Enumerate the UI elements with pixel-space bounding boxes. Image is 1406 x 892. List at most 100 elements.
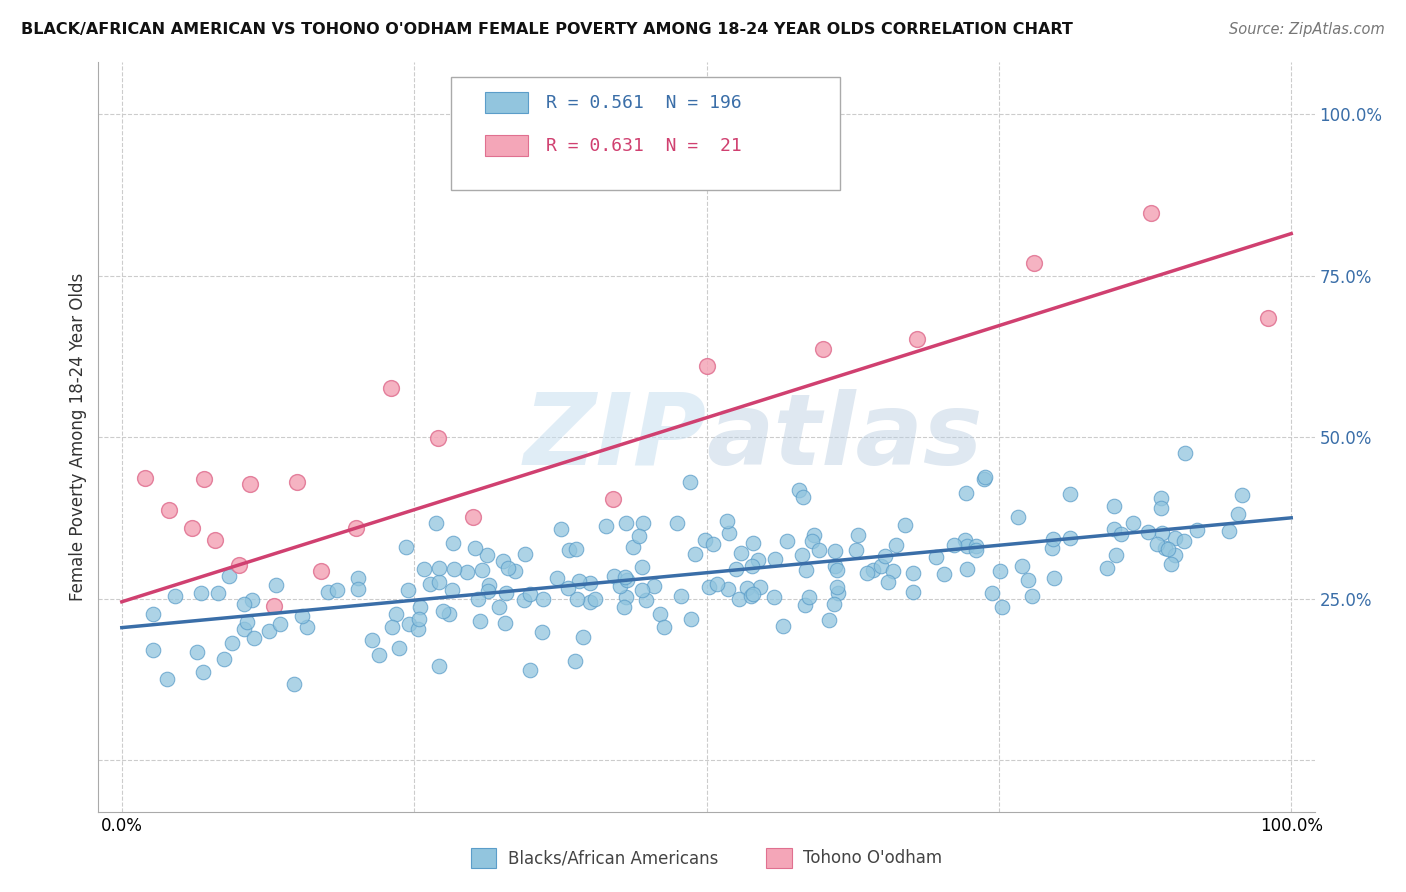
Point bbox=[1146, 537, 1168, 551]
Point bbox=[725, 562, 748, 576]
Point bbox=[870, 559, 893, 574]
Point bbox=[901, 585, 924, 599]
Point bbox=[263, 599, 285, 613]
Point bbox=[1152, 525, 1174, 540]
Point bbox=[1257, 311, 1279, 326]
Point bbox=[827, 563, 849, 577]
Point bbox=[1232, 488, 1254, 502]
FancyBboxPatch shape bbox=[766, 848, 792, 868]
Point bbox=[439, 607, 461, 622]
Point bbox=[901, 566, 924, 580]
Point bbox=[884, 538, 907, 552]
Point bbox=[212, 652, 235, 666]
Point bbox=[193, 472, 215, 486]
Point bbox=[583, 592, 606, 607]
Point bbox=[654, 620, 676, 634]
Point bbox=[264, 578, 287, 592]
Point bbox=[630, 582, 652, 597]
Point bbox=[614, 569, 637, 583]
Point bbox=[905, 331, 928, 345]
Point bbox=[464, 541, 486, 555]
Point bbox=[1059, 487, 1081, 501]
Point bbox=[1164, 549, 1187, 563]
Point bbox=[396, 582, 419, 597]
Point bbox=[650, 607, 672, 622]
Point bbox=[602, 568, 624, 582]
Point bbox=[794, 598, 817, 612]
Point bbox=[873, 549, 896, 563]
Point bbox=[228, 558, 250, 572]
Point bbox=[468, 614, 491, 628]
Point bbox=[496, 561, 519, 575]
Point bbox=[631, 560, 654, 574]
Point bbox=[533, 591, 555, 606]
Point bbox=[846, 528, 869, 542]
Point bbox=[813, 342, 835, 356]
Point bbox=[740, 589, 762, 603]
Point bbox=[666, 516, 689, 530]
Point bbox=[824, 558, 846, 573]
Point bbox=[827, 586, 849, 600]
Point bbox=[519, 663, 541, 677]
Point bbox=[595, 519, 617, 533]
Point bbox=[443, 562, 465, 576]
Point bbox=[361, 632, 384, 647]
Point bbox=[636, 593, 658, 607]
Point bbox=[932, 567, 955, 582]
Point bbox=[862, 563, 884, 577]
Point bbox=[697, 580, 720, 594]
Point bbox=[643, 579, 665, 593]
Point bbox=[579, 576, 602, 591]
Point bbox=[794, 563, 817, 577]
Point bbox=[347, 582, 370, 597]
Point bbox=[1017, 573, 1039, 587]
Point bbox=[631, 516, 654, 531]
Point bbox=[1226, 508, 1249, 522]
Point bbox=[742, 536, 765, 550]
Point bbox=[609, 578, 631, 592]
Point bbox=[408, 599, 430, 614]
Point bbox=[564, 654, 586, 668]
Point bbox=[974, 470, 997, 484]
Text: R = 0.631  N =  21: R = 0.631 N = 21 bbox=[546, 136, 742, 154]
Point bbox=[432, 604, 454, 618]
Point bbox=[142, 643, 165, 657]
Point bbox=[218, 569, 240, 583]
Point bbox=[408, 611, 430, 625]
Point bbox=[285, 475, 308, 489]
Point bbox=[546, 571, 568, 585]
Point bbox=[478, 578, 501, 592]
Point bbox=[242, 632, 264, 646]
Point bbox=[550, 522, 572, 536]
Point bbox=[956, 561, 979, 575]
Point bbox=[602, 491, 624, 506]
FancyBboxPatch shape bbox=[471, 848, 496, 868]
Point bbox=[1042, 532, 1064, 546]
Point bbox=[477, 584, 499, 599]
Point bbox=[716, 515, 738, 529]
Point bbox=[398, 617, 420, 632]
Point bbox=[406, 622, 429, 636]
Point bbox=[942, 537, 965, 551]
Point bbox=[792, 490, 814, 504]
Point bbox=[513, 547, 536, 561]
Point bbox=[1104, 548, 1126, 562]
Point bbox=[291, 608, 314, 623]
Point bbox=[823, 597, 845, 611]
Point bbox=[429, 561, 451, 575]
Point bbox=[683, 548, 706, 562]
Point bbox=[257, 624, 280, 639]
Point bbox=[1059, 531, 1081, 545]
Point bbox=[233, 597, 256, 611]
Point bbox=[367, 648, 389, 662]
Point bbox=[181, 521, 204, 535]
Point bbox=[186, 645, 208, 659]
Point bbox=[614, 590, 637, 604]
Point bbox=[742, 587, 765, 601]
Point bbox=[1136, 524, 1159, 539]
Point bbox=[818, 613, 841, 627]
Point bbox=[696, 359, 718, 373]
Point bbox=[772, 619, 794, 633]
Point bbox=[425, 516, 447, 530]
Point bbox=[613, 600, 636, 615]
